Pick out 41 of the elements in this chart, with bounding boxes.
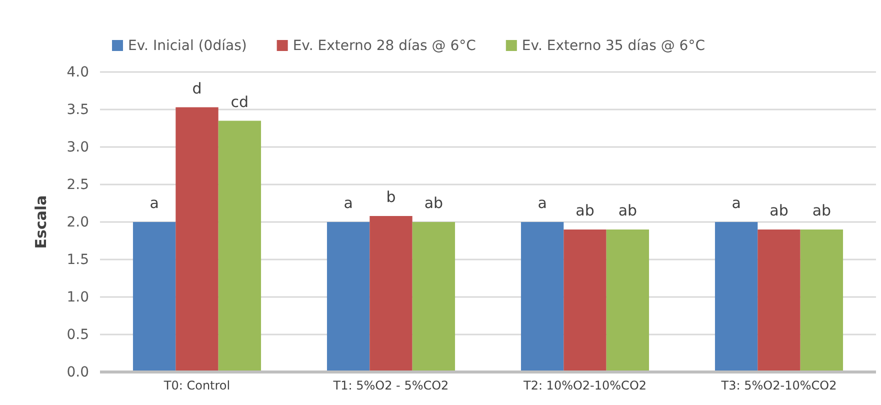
bar <box>714 222 758 372</box>
bar <box>370 216 412 372</box>
y-tick-label: 1.0 <box>66 289 89 306</box>
bar <box>520 222 564 372</box>
data-label: ab <box>812 202 832 220</box>
bar <box>176 107 218 372</box>
data-label: ab <box>576 202 594 220</box>
bar <box>800 230 844 372</box>
data-label: b <box>386 188 396 206</box>
y-tick-label: 0.0 <box>66 364 89 380</box>
x-tick-label: T2: 10%O2-10%CO2 <box>522 378 647 392</box>
data-label: a <box>150 194 159 212</box>
data-label: a <box>538 194 547 212</box>
bar <box>606 230 650 372</box>
bar <box>564 230 606 372</box>
bar <box>218 120 262 372</box>
y-tick-label: 2.5 <box>66 176 89 193</box>
y-tick-label: 1.5 <box>66 252 89 268</box>
bar <box>132 222 176 372</box>
data-label: a <box>344 194 353 212</box>
legend-label: Ev. Externo 35 días @ 6°C <box>522 38 706 54</box>
data-label: ab <box>424 194 444 212</box>
data-label: ab <box>618 202 638 220</box>
bar <box>326 222 370 372</box>
y-tick-label: 2.0 <box>66 214 89 230</box>
y-tick-label: 3.0 <box>66 139 89 156</box>
data-label: cd <box>230 92 249 111</box>
y-axis-title: Escala <box>32 195 50 249</box>
bar <box>758 230 800 372</box>
legend-label: Ev. Inicial (0días) <box>128 38 247 54</box>
legend-label: Ev. Externo 28 días @ 6°C <box>292 38 476 54</box>
bar <box>412 222 456 372</box>
data-label: ab <box>770 202 788 220</box>
y-tick-label: 3.5 <box>66 102 89 118</box>
data-label: a <box>732 194 741 212</box>
data-label: d <box>192 79 202 98</box>
y-tick-label: 0.5 <box>66 326 89 343</box>
x-tick-label: T1: 5%O2 - 5%CO2 <box>332 378 449 392</box>
y-tick-label: 4.0 <box>66 64 89 80</box>
x-tick-label: T0: Control <box>162 378 230 392</box>
x-tick-label: T3: 5%O2-10%CO2 <box>720 378 837 392</box>
